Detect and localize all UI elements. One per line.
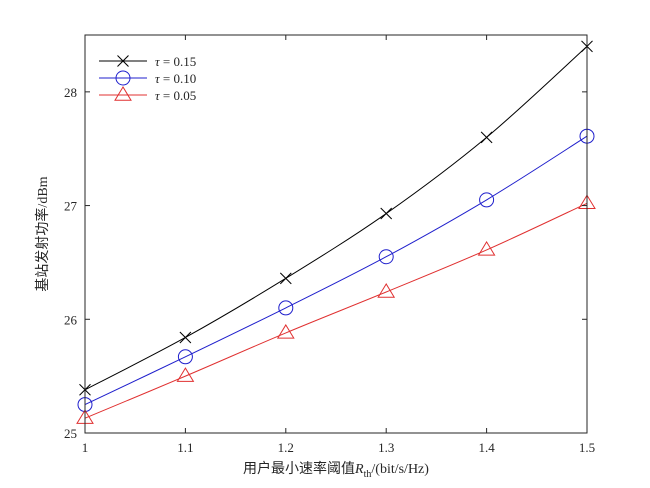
x-tick-label: 1.3 <box>378 440 394 455</box>
legend-marker-3 <box>114 86 132 101</box>
data-point-2 <box>479 192 495 208</box>
legend-marker-2 <box>115 70 131 86</box>
data-point-1 <box>179 331 192 344</box>
legend-marker-1 <box>117 55 129 67</box>
data-point-2 <box>177 349 193 365</box>
x-axis: 1 1.1 1.2 1.3 1.4 1.5 <box>82 35 595 455</box>
legend: τ = 0.15 τ = 0.10 τ = 0.05 <box>99 54 196 103</box>
y-tick-label: 25 <box>64 426 77 441</box>
axes-box <box>84 34 588 434</box>
x-tick-label: 1.5 <box>579 440 595 455</box>
data-point-1 <box>380 207 393 220</box>
data-point-3 <box>176 367 195 382</box>
y-axis: 25 26 27 28 <box>64 85 587 441</box>
data-point-2 <box>278 300 294 316</box>
data-point-1 <box>480 131 493 144</box>
data-point-3 <box>377 283 396 298</box>
series-line-2 <box>84 135 588 406</box>
x-tick-label: 1.1 <box>177 440 193 455</box>
y-tick-label: 27 <box>64 199 78 214</box>
y-tick-label: 26 <box>64 312 78 327</box>
y-tick-label: 28 <box>64 85 77 100</box>
legend-label-3: τ = 0.05 <box>155 88 196 103</box>
series-line-3 <box>84 202 588 419</box>
data-point-3 <box>477 240 496 256</box>
data-point-1 <box>279 272 292 285</box>
x-tick-label: 1.2 <box>278 440 294 455</box>
series-line-1 <box>84 46 588 391</box>
legend-label-1: τ = 0.15 <box>155 54 196 69</box>
data-point-2 <box>378 249 394 265</box>
x-tick-label: 1 <box>82 440 89 455</box>
y-axis-label: 基站发射功率/dBm <box>34 176 51 291</box>
x-tick-label: 1.4 <box>478 440 495 455</box>
legend-label-2: τ = 0.10 <box>155 71 196 86</box>
x-axis-label: 用户最小速率阈值Rth/(bit/s/Hz) <box>243 460 429 480</box>
data-point-3 <box>276 323 295 339</box>
plot-lines <box>84 46 588 419</box>
